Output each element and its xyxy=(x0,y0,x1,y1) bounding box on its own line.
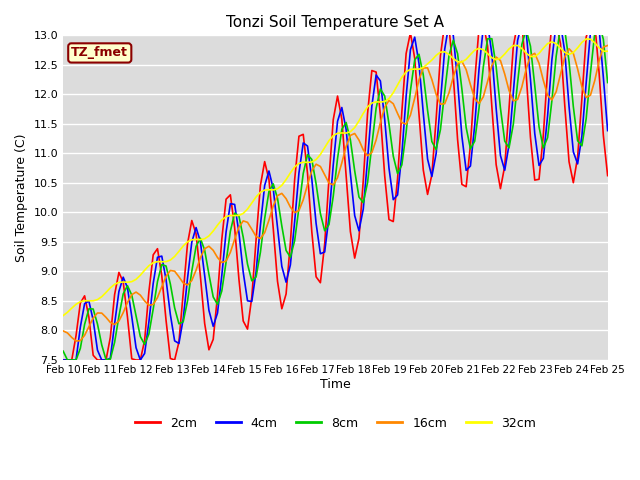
2cm xyxy=(531,177,539,183)
16cm xyxy=(604,43,611,48)
16cm xyxy=(72,338,80,344)
4cm xyxy=(531,131,539,136)
4cm xyxy=(445,21,453,26)
Y-axis label: Soil Temperature (C): Soil Temperature (C) xyxy=(15,133,28,262)
32cm xyxy=(261,187,269,193)
8cm xyxy=(63,357,71,363)
32cm xyxy=(578,39,586,45)
X-axis label: Time: Time xyxy=(320,378,351,391)
8cm xyxy=(347,137,355,143)
32cm xyxy=(60,312,67,318)
2cm xyxy=(282,291,290,297)
Title: Tonzi Soil Temperature Set A: Tonzi Soil Temperature Set A xyxy=(227,15,444,30)
16cm xyxy=(265,217,273,223)
Line: 16cm: 16cm xyxy=(63,46,607,341)
8cm xyxy=(604,80,611,85)
2cm xyxy=(261,159,269,165)
16cm xyxy=(287,204,294,210)
8cm xyxy=(531,83,539,88)
4cm xyxy=(604,128,611,133)
4cm xyxy=(282,279,290,285)
16cm xyxy=(196,255,204,261)
16cm xyxy=(582,95,590,100)
16cm xyxy=(347,132,355,138)
8cm xyxy=(265,189,273,194)
Line: 32cm: 32cm xyxy=(63,39,607,315)
2cm xyxy=(192,231,200,237)
8cm xyxy=(196,235,204,241)
Text: TZ_fmet: TZ_fmet xyxy=(71,47,128,60)
4cm xyxy=(261,182,269,188)
4cm xyxy=(192,225,200,230)
2cm xyxy=(582,34,590,40)
8cm xyxy=(582,116,590,121)
32cm xyxy=(342,130,350,136)
8cm xyxy=(595,21,603,26)
4cm xyxy=(60,357,67,363)
8cm xyxy=(287,254,294,260)
4cm xyxy=(342,126,350,132)
2cm xyxy=(342,172,350,178)
16cm xyxy=(60,328,67,334)
2cm xyxy=(60,357,67,363)
2cm xyxy=(604,173,611,179)
32cm xyxy=(582,36,590,42)
Legend: 2cm, 4cm, 8cm, 16cm, 32cm: 2cm, 4cm, 8cm, 16cm, 32cm xyxy=(130,412,541,435)
8cm xyxy=(60,348,67,354)
Line: 2cm: 2cm xyxy=(63,24,607,360)
16cm xyxy=(531,50,539,56)
32cm xyxy=(192,237,200,242)
4cm xyxy=(582,80,590,85)
Line: 8cm: 8cm xyxy=(63,24,607,360)
32cm xyxy=(527,54,534,60)
2cm xyxy=(441,21,449,26)
32cm xyxy=(604,48,611,54)
32cm xyxy=(282,177,290,182)
Line: 4cm: 4cm xyxy=(63,24,607,360)
